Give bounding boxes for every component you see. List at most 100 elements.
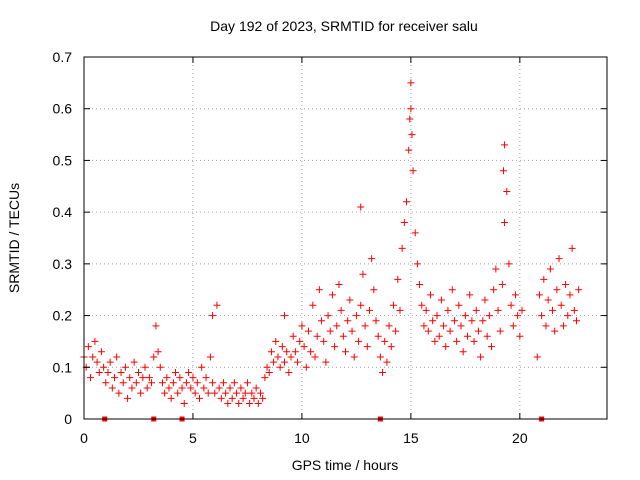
data-point: [209, 379, 217, 387]
data-point: [492, 265, 500, 273]
data-point: [514, 312, 522, 320]
data-point: [126, 374, 134, 382]
data-point: [228, 394, 236, 402]
data-point: [400, 218, 408, 226]
data-point: [540, 275, 548, 283]
data-point: [501, 141, 509, 149]
data-point: [470, 337, 478, 345]
data-point: [145, 374, 153, 382]
data-point: [572, 317, 580, 325]
data-point: [416, 281, 424, 289]
data-point: [320, 337, 328, 345]
data-point: [575, 286, 583, 294]
data-point: [568, 244, 576, 252]
data-point: [202, 374, 210, 382]
data-point: [468, 317, 476, 325]
data-point: [383, 358, 391, 366]
data-point: [182, 379, 190, 387]
data-point: [172, 368, 180, 376]
data-point: [437, 296, 445, 304]
data-point: [298, 322, 306, 330]
data-point: [150, 353, 158, 361]
data-point: [104, 368, 112, 376]
data-point: [337, 306, 345, 314]
data-point: [361, 322, 369, 330]
data-point: [394, 275, 402, 283]
data-point: [148, 379, 156, 387]
y-tick-label: 0.5: [53, 152, 73, 168]
data-point: [376, 353, 384, 361]
data-point: [265, 368, 273, 376]
data-point: [346, 296, 354, 304]
data-point: [191, 389, 199, 397]
data-point: [387, 343, 395, 351]
data-point: [511, 291, 519, 299]
data-point: [250, 394, 258, 402]
data-point: [348, 327, 356, 335]
data-point: [217, 394, 225, 402]
data-point: [372, 317, 380, 325]
data-point: [211, 389, 219, 397]
plot-frame: [83, 56, 608, 420]
data-point: [566, 291, 574, 299]
data-point: [403, 198, 411, 206]
data-point: [278, 343, 286, 351]
data-point: [311, 353, 319, 361]
data-point: [374, 332, 382, 340]
data-point: [124, 394, 132, 402]
data-point: [429, 317, 437, 325]
data-point: [418, 301, 426, 309]
data-point: [494, 306, 502, 314]
data-point: [272, 337, 280, 345]
data-point: [300, 343, 308, 351]
data-point: [459, 348, 467, 356]
y-tick-label: 0.4: [53, 204, 73, 220]
data-point: [296, 337, 304, 345]
data-point: [176, 374, 184, 382]
data-point: [326, 327, 334, 335]
data-point: [283, 348, 291, 356]
data-point: [498, 281, 506, 289]
data-point: [483, 332, 491, 340]
data-point: [426, 291, 434, 299]
data-point: [516, 332, 524, 340]
data-point: [455, 301, 463, 309]
data-point: [370, 286, 378, 294]
data-point: [108, 384, 116, 392]
data-point: [350, 353, 358, 361]
data-point: [328, 291, 336, 299]
data-point: [559, 322, 567, 330]
x-tick-label: 5: [189, 430, 197, 446]
data-point: [219, 379, 227, 387]
data-point: [102, 379, 110, 387]
y-axis-label: SRMTID / TECUs: [6, 183, 22, 293]
data-point: [431, 337, 439, 345]
data-point: [100, 363, 108, 371]
data-point: [322, 358, 330, 366]
data-point: [128, 384, 136, 392]
data-point: [289, 332, 297, 340]
data-point: [479, 317, 487, 325]
data-point: [97, 348, 105, 356]
data-point: [195, 394, 203, 402]
data-point: [287, 353, 295, 361]
data-point: [496, 327, 504, 335]
data-point: [213, 301, 221, 309]
data-point: [466, 291, 474, 299]
data-point: [267, 348, 275, 356]
data-point: [189, 374, 197, 382]
data-point: [169, 379, 177, 387]
data-point: [385, 322, 393, 330]
data-point: [224, 399, 232, 407]
data-point: [542, 322, 550, 330]
data-point: [477, 353, 485, 361]
data-point: [357, 203, 365, 211]
data-point: [233, 389, 241, 397]
data-point: [381, 337, 389, 345]
data-point: [335, 281, 343, 289]
chart-title: Day 192 of 2023, SRMTID for receiver sal…: [210, 18, 478, 34]
data-point: [302, 363, 310, 371]
data-point: [396, 306, 404, 314]
data-point: [139, 374, 147, 382]
